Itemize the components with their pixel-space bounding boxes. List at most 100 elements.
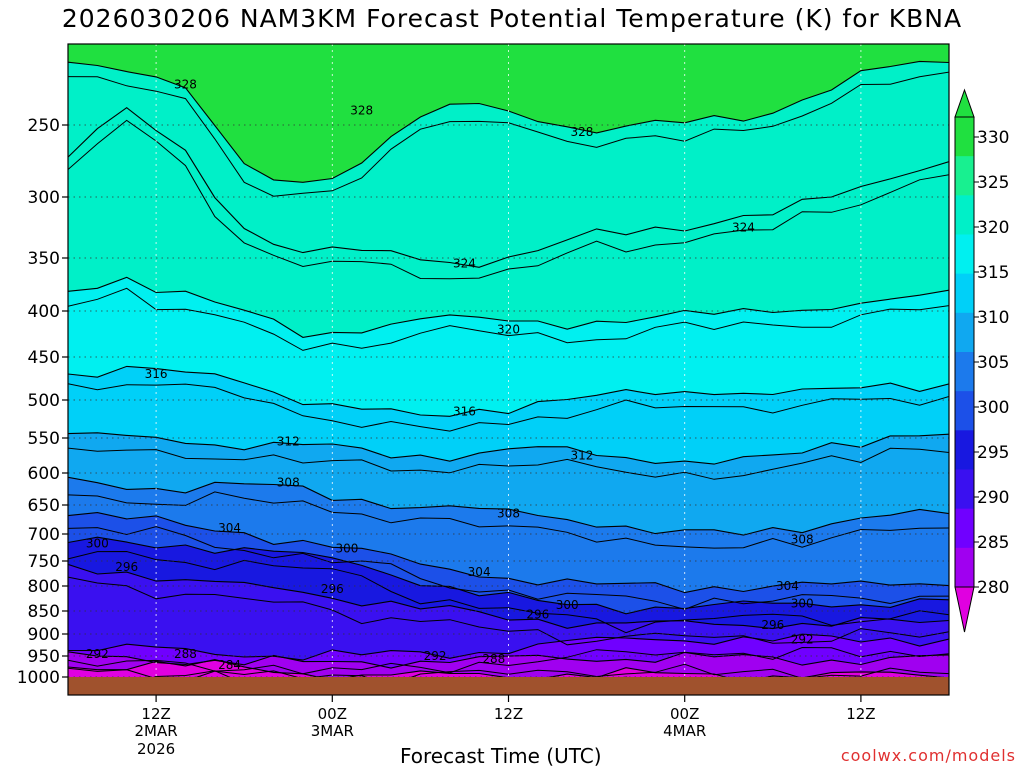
ground-below-surface xyxy=(68,677,949,695)
y-axis: 250 300 350 400 450 500 550 600 650 700 750 800 850 9… xyxy=(17,116,68,688)
isentrope-minor-316 xyxy=(68,383,949,432)
colorbar-tick-label: 320 xyxy=(977,218,1009,238)
x-tick-label-time: 00Z xyxy=(318,705,347,723)
y-tick-label: 400 xyxy=(28,302,60,322)
isentrope-292 xyxy=(68,633,949,661)
grid-layer xyxy=(68,44,949,695)
isentrope-300 xyxy=(68,536,949,615)
y-tick-label: 550 xyxy=(28,429,60,449)
contour-label-292: 292 xyxy=(86,647,109,661)
isentrope-316 xyxy=(68,365,949,417)
isentrope-minor-296 xyxy=(68,576,949,646)
y-tick-label: 950 xyxy=(28,647,60,667)
y-tick-label: 250 xyxy=(28,116,60,136)
contour-label-288: 288 xyxy=(174,647,197,661)
y-tick-label: 450 xyxy=(28,348,60,368)
isentrope-312 xyxy=(68,432,949,465)
contour-label-296: 296 xyxy=(115,560,138,574)
y-tick-label: 800 xyxy=(28,577,60,597)
isentrope-308 xyxy=(68,476,949,536)
contour-label-328: 328 xyxy=(350,104,373,118)
colorbar-tick-label: 295 xyxy=(977,443,1009,463)
contour-label-328: 328 xyxy=(174,78,197,92)
x-tick-label-time: 12Z xyxy=(846,705,875,723)
colorbar-tick-label: 310 xyxy=(977,308,1009,328)
contour-label-312: 312 xyxy=(277,435,300,449)
x-axis-title: Forecast Time (UTC) xyxy=(400,744,602,768)
colorbar-tick-label: 315 xyxy=(977,263,1009,283)
y-tick-label: 600 xyxy=(28,464,60,484)
colorbar-segment xyxy=(955,391,974,431)
credit-link[interactable]: coolwx.com/models xyxy=(840,746,1016,765)
colorbar-tick-label: 330 xyxy=(977,128,1009,148)
contour-label-296: 296 xyxy=(321,582,344,596)
contour-label-308: 308 xyxy=(277,476,300,490)
x-tick-label-date: 2MAR xyxy=(135,722,178,740)
contour-label-300: 300 xyxy=(336,542,359,556)
isentrope-324 xyxy=(68,107,949,268)
colorbar-segment xyxy=(955,117,974,157)
colorbar-segment xyxy=(955,312,974,353)
isentrope-minor-324 xyxy=(68,119,949,280)
y-tick-label: 650 xyxy=(28,496,60,516)
colorbar-segment xyxy=(955,352,974,392)
y-tick-label: 350 xyxy=(28,249,60,269)
colorbar-segment xyxy=(955,273,974,314)
contour-label-328: 328 xyxy=(570,125,593,139)
x-tick-label-date: 3MAR xyxy=(311,722,354,740)
x-tick-label-time: 00Z xyxy=(670,705,699,723)
colorbar-tick-label: 325 xyxy=(977,173,1009,193)
y-tick-label: 750 xyxy=(28,552,60,572)
y-tick-label: 850 xyxy=(28,602,60,622)
x-tick-label-date: 4MAR xyxy=(663,722,706,740)
colorbar-segment xyxy=(955,547,974,588)
contour-label-320: 320 xyxy=(497,322,520,336)
colorbar-segment xyxy=(955,156,974,196)
contour-label-304: 304 xyxy=(776,579,799,593)
colorbar-segment xyxy=(955,430,974,470)
contour-label-324: 324 xyxy=(732,221,755,235)
contour-label-296: 296 xyxy=(761,618,784,632)
y-tick-label: 900 xyxy=(28,625,60,645)
y-tick-label: 300 xyxy=(28,188,60,208)
isentrope-minor-320 xyxy=(68,287,949,351)
colorbar-tick-label: 285 xyxy=(977,533,1009,553)
x-tick-label-year: 2026 xyxy=(137,740,175,758)
contour-label-292: 292 xyxy=(791,632,814,646)
colorbar-tick-label: 305 xyxy=(977,353,1009,373)
isentrope-minor-300 xyxy=(68,550,949,634)
colorbar-segment xyxy=(955,195,974,235)
x-tick-label-time: 12Z xyxy=(494,705,523,723)
y-tick-label: 500 xyxy=(28,391,60,411)
chart-title: 2026030206 NAM3KM Forecast Potential Tem… xyxy=(61,4,963,33)
y-tick-label: 1000 xyxy=(17,668,60,688)
contour-label-312: 312 xyxy=(570,449,593,463)
contour-label-300: 300 xyxy=(791,597,814,611)
colorbar: 330 325 320 315 310 305 300 295 290 285 280 xyxy=(954,88,1009,633)
contour-label-304: 304 xyxy=(218,521,241,535)
colorbar-frame xyxy=(954,116,975,588)
contour-label-308: 308 xyxy=(791,532,814,546)
colorbar-bottom-arrow xyxy=(954,586,975,633)
contour-label-304: 304 xyxy=(468,565,491,579)
contour-label-316: 316 xyxy=(145,367,168,381)
contour-label-296: 296 xyxy=(526,608,549,622)
y-tick-label: 700 xyxy=(28,525,60,545)
colorbar-tick-label: 290 xyxy=(977,488,1009,508)
contour-label-300: 300 xyxy=(86,537,109,551)
contour-label-308: 308 xyxy=(497,507,520,521)
colorbar-tick-label: 300 xyxy=(977,398,1009,418)
x-tick-label-time: 12Z xyxy=(141,705,170,723)
colorbar-tick-label: 280 xyxy=(977,578,1009,598)
contour-label-324: 324 xyxy=(453,256,476,270)
contour-label-292: 292 xyxy=(424,649,447,663)
contour-label-288: 288 xyxy=(482,652,505,666)
contour-label-284: 284 xyxy=(218,658,241,672)
colorbar-segment xyxy=(955,469,974,510)
contour-label-300: 300 xyxy=(556,598,579,612)
colorbar-top-arrow xyxy=(954,88,975,118)
colorbar-segment xyxy=(955,508,974,549)
contour-label-layer: 328 328 328 324 324 320 316 316 312 312 308 308 308 3… xyxy=(86,78,814,673)
